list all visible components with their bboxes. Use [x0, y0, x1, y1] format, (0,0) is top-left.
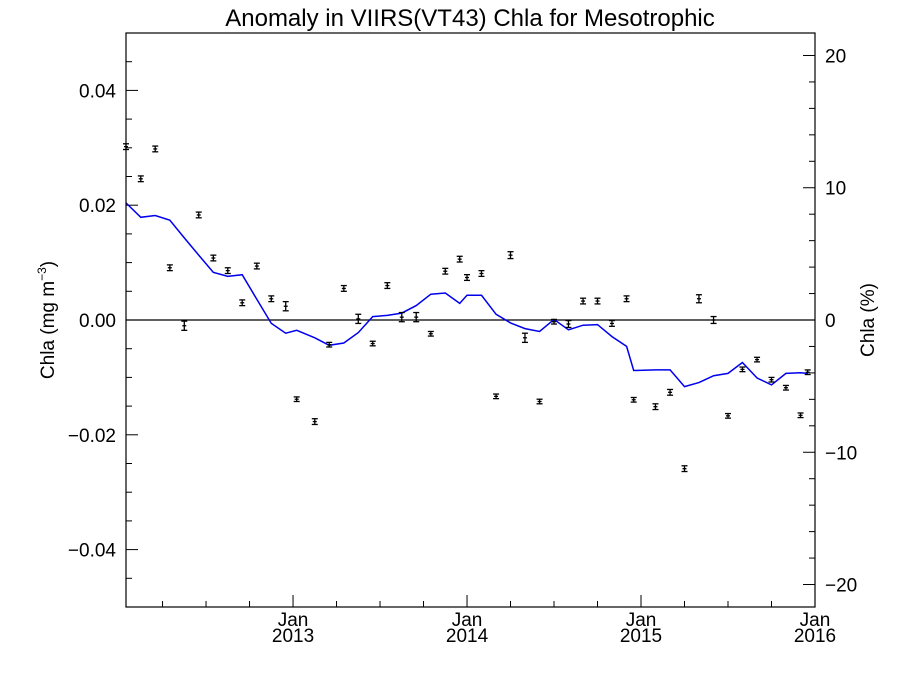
data-point — [551, 318, 558, 325]
x-tick-label-month: Jan — [278, 610, 309, 631]
y-left-tick-label: −0.02 — [68, 426, 116, 447]
data-point — [464, 274, 471, 282]
data-point — [293, 396, 300, 403]
y-right-tick-label: 20 — [825, 46, 846, 67]
y-right-tick-label: 0 — [825, 311, 836, 332]
data-point — [652, 403, 659, 411]
data-point — [739, 366, 746, 373]
smoothed-anomaly-polyline — [125, 202, 808, 388]
y-left-tick-label: −0.04 — [68, 541, 117, 562]
data-point — [754, 356, 761, 363]
data-point — [630, 396, 637, 403]
data-point — [608, 319, 615, 327]
x-tick-label-year: 2015 — [620, 626, 662, 647]
data-point — [355, 313, 362, 325]
data-point — [239, 299, 246, 307]
data-point — [536, 398, 543, 405]
data-point — [181, 320, 188, 331]
y-axis-label-left-superscript: −3 — [35, 267, 49, 281]
data-point — [427, 330, 434, 337]
x-tick-label-month: Jan — [452, 610, 483, 631]
data-point — [210, 254, 217, 262]
data-point — [311, 418, 318, 426]
data-point — [369, 340, 376, 347]
data-point — [224, 267, 231, 275]
data-point — [384, 282, 391, 290]
smoothed-anomaly-line — [125, 202, 808, 388]
data-point — [137, 175, 144, 183]
data-point — [782, 384, 789, 391]
data-point — [340, 284, 347, 292]
data-point — [710, 315, 717, 325]
y-axis-label-right-text: Chla (%) — [858, 283, 879, 357]
data-point — [580, 297, 587, 305]
data-point — [268, 295, 275, 303]
data-point — [623, 295, 630, 303]
x-tick-label-year: 2013 — [272, 626, 314, 647]
data-point — [456, 255, 463, 263]
y-axis-label-left-text: Chla (mg m — [38, 281, 59, 379]
y-left-tick-label: 0.00 — [79, 311, 116, 332]
data-point — [594, 297, 601, 305]
data-point — [493, 393, 500, 400]
plot-frame — [125, 32, 816, 608]
data-point — [681, 465, 688, 473]
x-tick-label-year: 2016 — [794, 626, 836, 647]
data-point — [166, 264, 173, 272]
x-tick-label-year: 2014 — [446, 626, 489, 647]
data-point — [442, 267, 449, 275]
data-point — [413, 311, 420, 323]
svg-text:Chla (mg m−3): Chla (mg m−3) — [35, 261, 59, 379]
data-point — [326, 341, 333, 348]
data-point — [253, 262, 260, 270]
plot-axes: 0.040.020.00−0.02−0.0420100−10−20Jan2013… — [68, 46, 857, 647]
data-point — [804, 369, 811, 376]
plot-border — [125, 32, 816, 608]
data-point — [398, 311, 405, 323]
x-tick-label-month: Jan — [626, 610, 657, 631]
data-point — [282, 300, 289, 312]
data-point — [565, 319, 572, 329]
data-point — [667, 388, 674, 396]
y-right-tick-label: 10 — [825, 179, 846, 200]
x-tick-label-month: Jan — [800, 610, 831, 631]
y-axis-label-left-suffix: ) — [38, 261, 59, 267]
data-point — [768, 376, 775, 383]
data-point — [725, 412, 732, 419]
y-axis-label-right: Chla (%) — [858, 283, 879, 357]
data-point — [152, 145, 159, 153]
y-right-tick-label: −20 — [825, 576, 857, 597]
chart-title: Anomaly in VIIRS(VT43) Chla for Mesotrop… — [225, 5, 715, 32]
monthly-anomaly-points — [123, 143, 811, 473]
data-point — [521, 332, 528, 344]
data-point — [478, 269, 485, 278]
data-point — [797, 412, 804, 419]
y-right-tick-label: −10 — [825, 443, 857, 464]
data-point — [195, 211, 202, 219]
data-point — [507, 251, 514, 260]
y-axis-label-left: Chla (mg m−3) — [35, 261, 59, 379]
y-left-tick-label: 0.02 — [79, 196, 116, 217]
y-left-tick-label: 0.04 — [79, 81, 116, 102]
data-point — [695, 294, 702, 304]
